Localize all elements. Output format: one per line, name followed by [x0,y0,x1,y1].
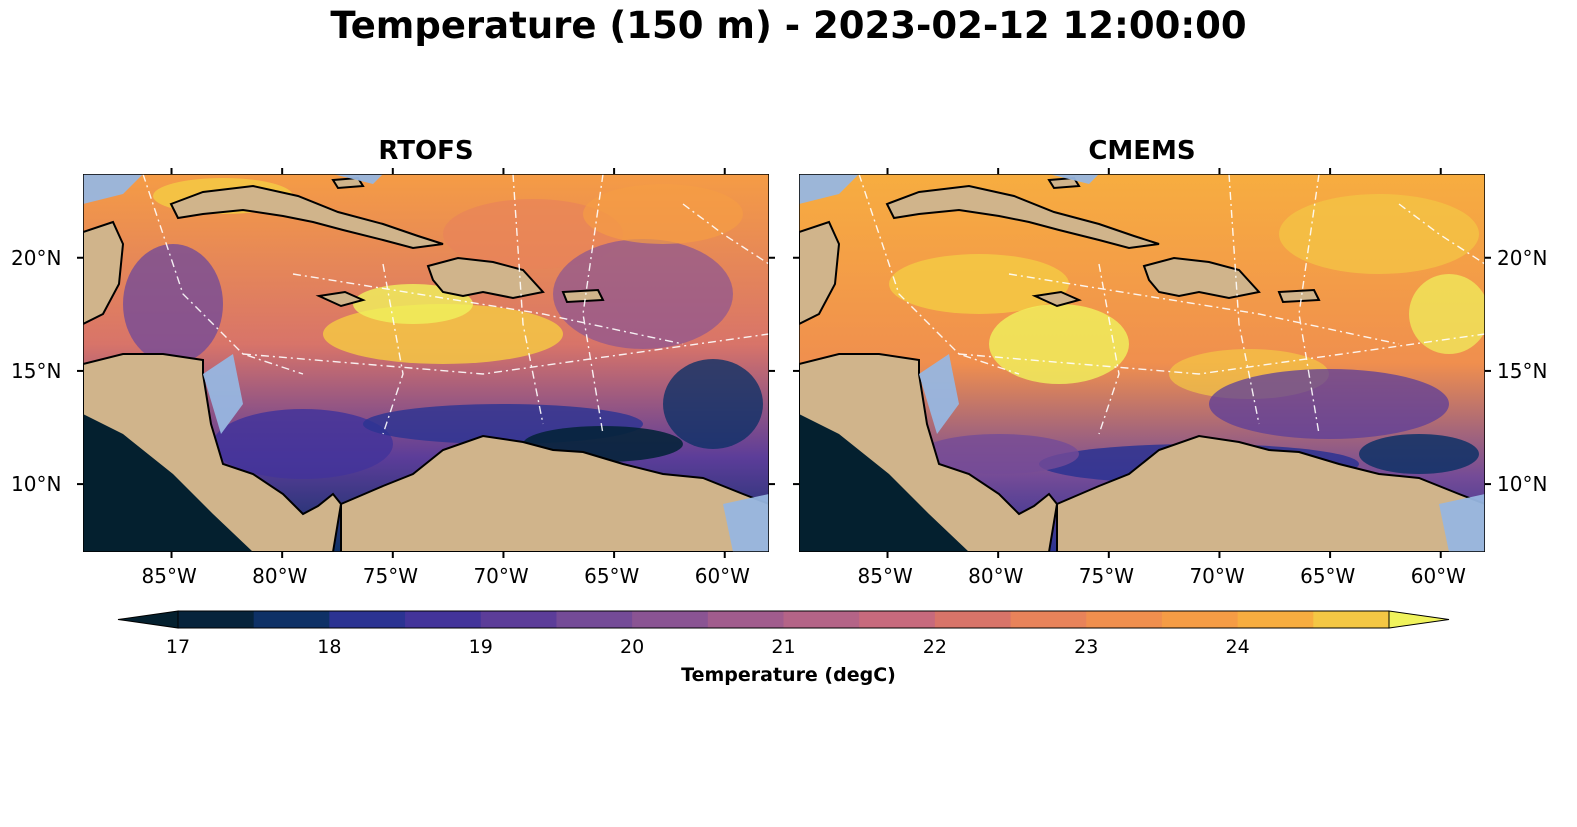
colorbar [117,610,1450,629]
colorbar-tick-label: 24 [1225,636,1250,658]
shelf-water [799,174,1485,552]
pacific-masked [799,414,969,552]
lon-tick-label: 70°W [473,564,529,588]
lat-tick-label: 15°N [1497,358,1548,383]
lat-tick-label: 10°N [11,472,62,497]
colorbar-segment [178,611,255,628]
colorbar-segment [405,611,482,628]
lon-tick-label: 60°W [694,564,750,588]
colorbar-segment [329,611,406,628]
colorbar-segment [1313,611,1390,628]
colorbar-segment [1237,611,1314,628]
colorbar-tick-label: 21 [771,636,796,658]
lat-tick-label: 10°N [1497,472,1548,497]
panel-title-cmems: CMEMS [1088,136,1196,166]
lat-tick-label: 15°N [11,358,62,383]
figure-title: Temperature (150 m) - 2023-02-12 12:00:0… [330,4,1247,47]
colorbar-extend-high [1388,610,1450,629]
colorbar-segment [707,611,784,628]
eez-boundaries [142,174,769,435]
lon-tick-label: 70°W [1189,564,1245,588]
colorbar-tick-label: 22 [922,636,947,658]
colorbar-tick-label: 18 [317,636,342,658]
map-panel-cmems [799,174,1485,552]
lon-tick-label: 75°W [362,564,419,588]
pacific-masked [83,414,253,552]
colorbar-tick-label: 17 [165,636,191,658]
colorbar-segment [556,611,633,628]
colorbar-extend-low [117,610,179,629]
eez-boundaries [858,174,1485,435]
temperature-features [123,178,763,479]
lon-tick-label: 60°W [1410,564,1466,588]
colorbar-segment [859,611,936,628]
lon-tick-label: 85°W [141,564,197,588]
colorbar-segment [783,611,860,628]
land [83,176,769,552]
lon-tick-label: 75°W [1078,564,1135,588]
lat-tick-label: 20°N [11,245,62,270]
colorbar-segment [1086,611,1163,628]
colorbar-segment [934,611,1012,628]
colorbar-segment [632,611,709,628]
colorbar-segment [253,611,330,628]
lon-tick-label: 65°W [1300,564,1356,588]
lon-tick-label: 65°W [584,564,640,588]
map-panel-rtofs [83,174,769,552]
colorbar-segment [1161,611,1239,628]
colorbar-label: Temperature (degC) [681,664,896,686]
colorbar-segment [1010,611,1087,628]
colorbar-tick-label: 23 [1074,636,1099,658]
panel-title-rtofs: RTOFS [378,136,474,166]
colorbar-segment [480,611,557,628]
lat-tick-label: 20°N [1497,245,1548,270]
lon-tick-label: 80°W [252,564,308,588]
colorbar-tick-label: 19 [468,636,493,658]
lon-tick-label: 80°W [968,564,1024,588]
lon-tick-label: 85°W [857,564,913,588]
shelf-water [83,174,769,552]
colorbar-tick-label: 20 [620,636,645,658]
